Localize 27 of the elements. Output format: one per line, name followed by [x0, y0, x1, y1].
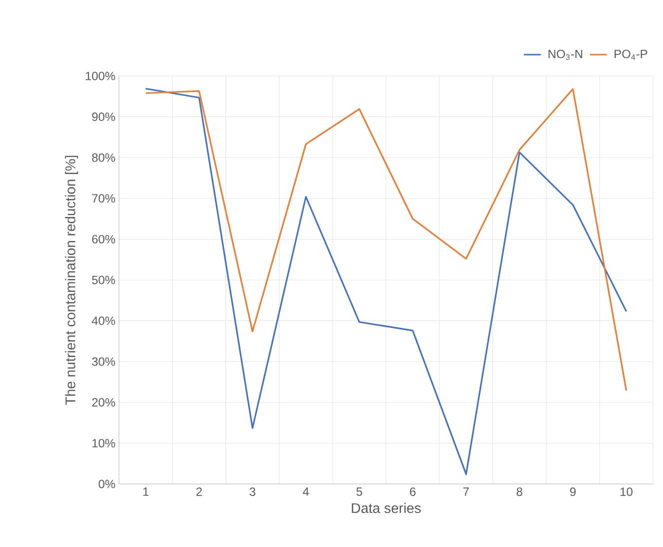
legend-label: NO$_{3}$-N — [548, 50, 582, 60]
y-tick-label: 80% — [92, 153, 116, 162]
y-tick-label: 60% — [92, 234, 116, 244]
line-series — [144, 88, 628, 392]
x-tick-label: 2 — [196, 488, 202, 496]
x-tick-label: 1 — [143, 488, 148, 496]
y-tick-label: 100% — [86, 72, 116, 80]
legend-label: PO$_{4}$-P — [614, 50, 648, 60]
y-tick-label: 50% — [92, 276, 116, 284]
x-tick-label: 5 — [356, 488, 362, 496]
x-tick-label: 6 — [410, 488, 416, 496]
y-axis-title: The nutrient contamination reduction [%] — [65, 156, 78, 405]
y-tick-label: 90% — [92, 112, 116, 122]
x-axis-title: Data series — [352, 502, 421, 514]
y-tick-label: 0% — [98, 480, 116, 488]
y-tick-label: 10% — [92, 438, 116, 448]
x-tick-label: 10 — [620, 488, 632, 496]
x-tick-label: 8 — [516, 488, 522, 496]
y-tick-label: 70% — [92, 194, 116, 203]
x-tick-label: 4 — [302, 488, 309, 496]
x-tick-label: 9 — [570, 488, 576, 496]
x-tick-label: 7 — [463, 488, 469, 496]
y-tick-label: 30% — [92, 357, 116, 366]
y-tick-label: 20% — [92, 398, 116, 407]
x-tick-label: 3 — [250, 488, 256, 496]
y-tick-label: 40% — [92, 316, 116, 326]
line-series — [144, 88, 628, 475]
